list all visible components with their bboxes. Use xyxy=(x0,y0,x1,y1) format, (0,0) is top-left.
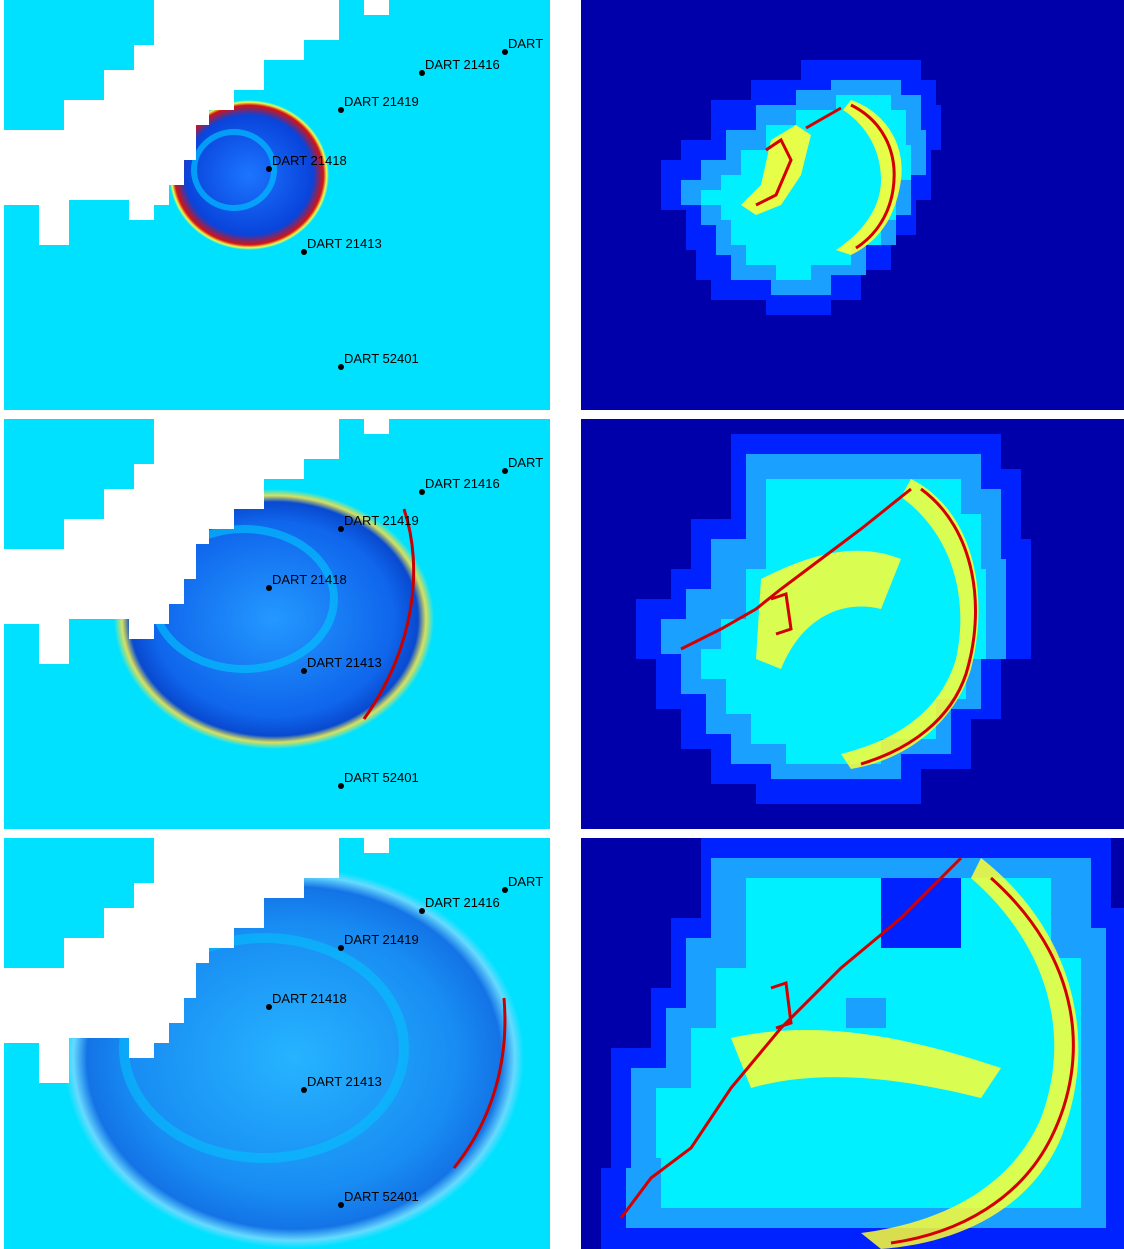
station-label: DART xyxy=(508,36,543,51)
station-label: DART 21419 xyxy=(344,513,419,528)
station-dot xyxy=(502,468,508,474)
refinement-map-frame-3 xyxy=(581,838,1124,1249)
surface-map-frame-1: DART 21416 DART 21419 DART 21418 DART 21413… xyxy=(4,0,550,410)
station-label: DART 21416 xyxy=(425,57,500,72)
refinement-level-max xyxy=(755,103,896,250)
station-dot xyxy=(338,526,344,532)
station-label: DART 21418 xyxy=(272,991,347,1006)
surface-map-frame-2: DART 21416 DART 21419 DART 21418 DART 21413… xyxy=(4,419,550,829)
station-dot xyxy=(266,1004,272,1010)
refinement-level-5 xyxy=(756,479,979,769)
surface-map-svg-3: DART 21416 DART 21419 DART 21418 DART 21413… xyxy=(4,838,550,1249)
station-markers: DART 21416 DART 21419 DART 21418 DART 21413… xyxy=(266,36,543,370)
station-dot xyxy=(266,585,272,591)
station-dot xyxy=(266,166,272,172)
station-label: DART 21413 xyxy=(307,655,382,670)
coarse-patch xyxy=(881,878,961,948)
station-label: DART 21419 xyxy=(344,94,419,109)
station-dot xyxy=(338,945,344,951)
station-dot xyxy=(338,107,344,113)
refinement-map-svg-2 xyxy=(581,419,1124,829)
station-dot xyxy=(502,887,508,893)
land-mass xyxy=(4,419,389,664)
station-dot xyxy=(301,249,307,255)
station-dot xyxy=(419,70,425,76)
surface-map-svg-1: DART 21416 DART 21419 DART 21418 DART 21413… xyxy=(4,0,550,410)
station-markers: DART 21416 DART 21419 DART 21418 DART 21413… xyxy=(266,455,543,789)
station-label: DART 21413 xyxy=(307,236,382,251)
surface-map-svg-2: DART 21416 DART 21419 DART 21418 DART 21413… xyxy=(4,419,550,829)
coarse-patch xyxy=(846,998,886,1028)
refinement-map-frame-1 xyxy=(581,0,1124,410)
station-label: DART xyxy=(508,874,543,889)
refinement-map-svg-1 xyxy=(581,0,1124,410)
inner-ring xyxy=(191,129,277,211)
station-label: DART xyxy=(508,455,543,470)
station-dot xyxy=(338,1202,344,1208)
refinement-level-max xyxy=(619,856,1075,1245)
refinement-level-5 xyxy=(731,858,1079,1249)
station-label: DART 21416 xyxy=(425,476,500,491)
station-label: DART 21416 xyxy=(425,895,500,910)
station-dot xyxy=(301,1087,307,1093)
station-markers: DART 21416 DART 21419 DART 21418 DART 21413… xyxy=(266,874,543,1208)
station-label: DART 21413 xyxy=(307,1074,382,1089)
leading-crest xyxy=(362,508,416,720)
station-dot xyxy=(338,783,344,789)
station-label: DART 52401 xyxy=(344,1189,419,1204)
surface-map-frame-3: DART 21416 DART 21419 DART 21418 DART 21413… xyxy=(4,838,550,1249)
station-label: DART 21418 xyxy=(272,153,347,168)
station-label: DART 21419 xyxy=(344,932,419,947)
land-mass xyxy=(4,838,389,1083)
inner-ring xyxy=(119,933,409,1163)
station-label: DART 21418 xyxy=(272,572,347,587)
station-label: DART 52401 xyxy=(344,770,419,785)
refinement-level-max xyxy=(680,487,977,766)
land-mass xyxy=(4,0,389,245)
refinement-map-frame-2 xyxy=(581,419,1124,829)
leading-crest xyxy=(452,997,507,1169)
station-dot xyxy=(338,364,344,370)
station-label: DART 52401 xyxy=(344,351,419,366)
station-dot xyxy=(419,908,425,914)
station-dot xyxy=(502,49,508,55)
station-dot xyxy=(301,668,307,674)
station-dot xyxy=(419,489,425,495)
refinement-map-svg-3 xyxy=(581,838,1124,1249)
refinement-level-4 xyxy=(701,479,986,764)
